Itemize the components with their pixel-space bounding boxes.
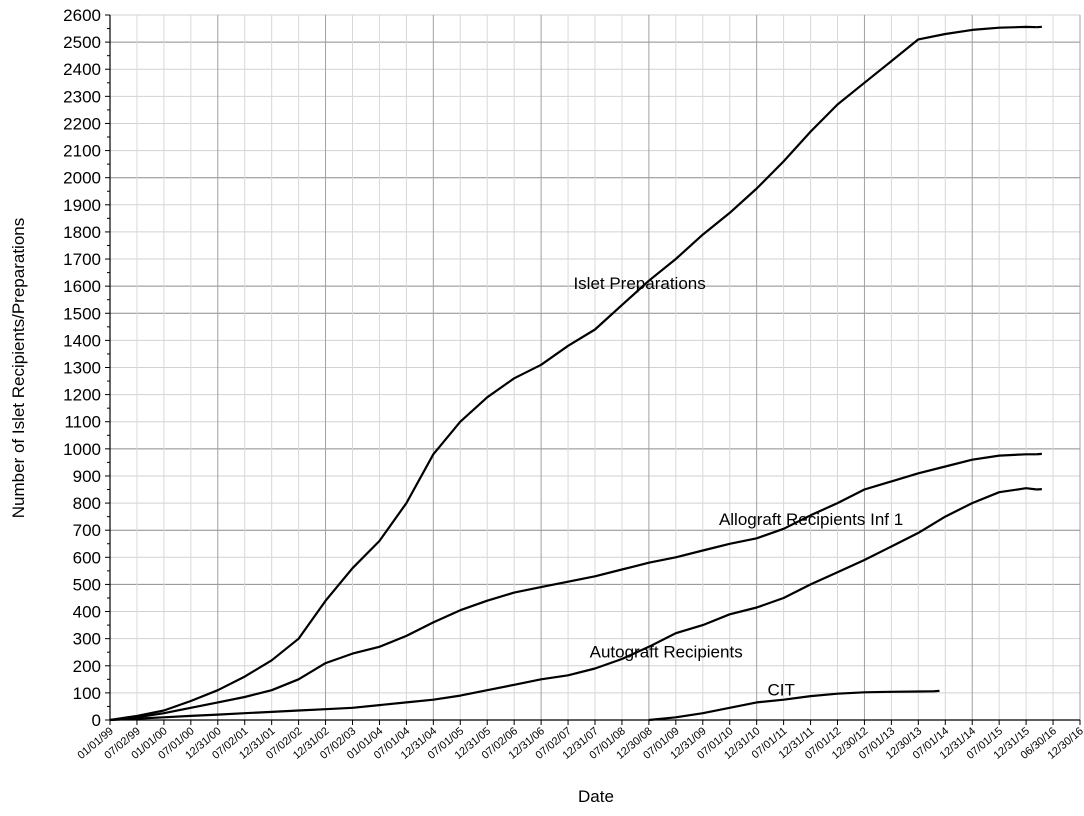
y-tick-label: 1900 bbox=[63, 196, 101, 215]
series-label: Allograft Recipients Inf 1 bbox=[719, 510, 903, 529]
series-tail bbox=[934, 689, 941, 693]
y-tick-label: 2600 bbox=[63, 6, 101, 25]
series-tail bbox=[1036, 452, 1043, 456]
series-line bbox=[648, 690, 935, 722]
x-axis-title: Date bbox=[578, 787, 614, 806]
y-tick-label: 0 bbox=[92, 711, 101, 730]
y-tick-label: 2000 bbox=[63, 169, 101, 188]
x-axis-ticks: 01/01/9907/02/9901/01/0007/01/0012/31/00… bbox=[75, 720, 1084, 762]
y-tick-label: 1500 bbox=[63, 304, 101, 323]
y-tick-label: 600 bbox=[73, 548, 101, 567]
series-label: Islet Preparations bbox=[573, 274, 705, 293]
series-labels: Islet Preparations Allograft Recipients I… bbox=[573, 274, 903, 700]
series-lines bbox=[109, 25, 1043, 722]
series-line bbox=[109, 453, 1037, 722]
y-tick-label: 1100 bbox=[64, 413, 101, 432]
y-tick-label: 500 bbox=[73, 575, 101, 594]
y-tick-label: 2500 bbox=[63, 33, 101, 52]
y-tick-label: 1600 bbox=[63, 277, 101, 296]
y-tick-label: 700 bbox=[73, 521, 101, 540]
y-axis-title: Number of Islet Recipients/Preparations bbox=[9, 218, 28, 518]
series-label: CIT bbox=[767, 681, 794, 700]
y-tick-label: 100 bbox=[73, 684, 101, 703]
y-tick-label: 1300 bbox=[63, 359, 101, 378]
y-tick-label: 2400 bbox=[63, 60, 101, 79]
y-tick-label: 2200 bbox=[63, 114, 101, 133]
y-tick-label: 300 bbox=[73, 630, 101, 649]
y-tick-label: 1700 bbox=[63, 250, 101, 269]
y-tick-label: 1400 bbox=[63, 331, 101, 350]
series-line bbox=[109, 487, 1038, 722]
y-tick-label: 2100 bbox=[63, 142, 101, 161]
y-tick-label: 400 bbox=[73, 603, 101, 622]
axes bbox=[109, 15, 1080, 721]
y-tick-label: 900 bbox=[73, 467, 101, 486]
y-axis-ticks: 0 100 200 300 400 500 600 700 800 900 1000 1100 1200… bbox=[63, 6, 110, 730]
y-tick-label: 1800 bbox=[63, 223, 101, 242]
y-tick-label: 2300 bbox=[63, 87, 101, 106]
series-tail bbox=[1036, 25, 1043, 29]
grid bbox=[109, 14, 1081, 721]
y-tick-label: 200 bbox=[73, 657, 101, 676]
y-tick-label: 800 bbox=[73, 494, 101, 513]
series-line bbox=[109, 25, 1037, 722]
y-tick-label: 1200 bbox=[63, 386, 101, 405]
series-tail bbox=[1036, 487, 1043, 491]
y-tick-label: 1000 bbox=[63, 440, 101, 459]
series-label: Autograft Recipients bbox=[590, 643, 743, 662]
